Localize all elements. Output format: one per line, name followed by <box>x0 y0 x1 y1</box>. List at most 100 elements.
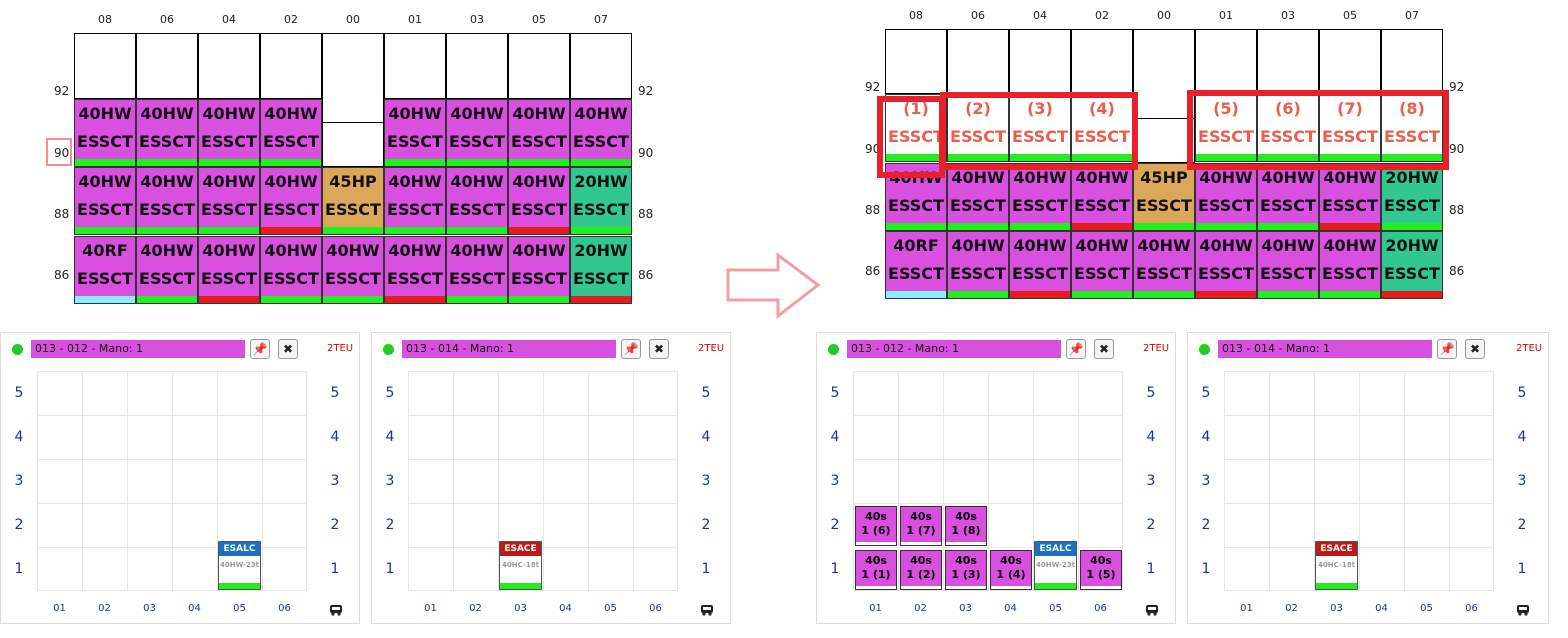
empty-slot[interactable] <box>1133 118 1195 163</box>
unpin-icon[interactable]: ✖ <box>278 339 298 359</box>
status-bar <box>1382 154 1442 161</box>
empty-slot[interactable] <box>322 122 384 167</box>
container-slot[interactable]: 40HW ESSCT <box>508 167 570 235</box>
planned-container-chip[interactable]: 40s 1 (5) <box>1080 550 1122 590</box>
empty-slot[interactable] <box>136 33 198 99</box>
container-slot[interactable]: 40HW ESSCT <box>1071 163 1133 231</box>
container-slot[interactable]: 40HW ESSCT <box>136 99 198 167</box>
empty-slot[interactable] <box>885 29 947 94</box>
pin-icon[interactable]: 📌 <box>1437 339 1457 359</box>
empty-slot[interactable] <box>198 33 260 99</box>
container-slot[interactable]: (6) ESSCT <box>1257 94 1319 162</box>
truck-icon[interactable] <box>700 601 714 616</box>
container-slot[interactable]: 40HW ESSCT <box>446 236 508 304</box>
planned-container-chip[interactable]: 40s 1 (6) <box>855 506 897 546</box>
empty-slot[interactable] <box>1319 29 1381 94</box>
container-slot[interactable]: 40HW ESSCT <box>198 236 260 304</box>
empty-slot[interactable] <box>384 33 446 99</box>
container-slot[interactable]: 40HW ESSCT <box>260 99 322 167</box>
empty-slot[interactable] <box>508 33 570 99</box>
container-slot[interactable]: (4) ESSCT <box>1071 94 1133 162</box>
container-slot[interactable]: (5) ESSCT <box>1195 94 1257 162</box>
planned-container-chip[interactable]: 40s 1 (7) <box>900 506 942 546</box>
tier-label: 2 <box>14 517 24 533</box>
container-slot[interactable]: 40RF ESSCT <box>885 231 947 299</box>
container-slot[interactable]: 40HW ESSCT <box>136 167 198 235</box>
container-tag[interactable]: ESACE 40HC-18t <box>1315 541 1358 590</box>
empty-slot[interactable] <box>1257 29 1319 94</box>
container-slot[interactable]: 40HW ESSCT <box>446 167 508 235</box>
container-slot[interactable]: (2) ESSCT <box>947 94 1009 162</box>
container-tag[interactable]: ESALC 40HW-23t <box>1034 541 1077 590</box>
container-slot[interactable]: 40HW ESSCT <box>1195 163 1257 231</box>
container-slot[interactable]: 40HW ESSCT <box>1071 231 1133 299</box>
container-slot[interactable]: 40HW ESSCT <box>446 99 508 167</box>
container-tag[interactable]: ESACE 40HC-18t <box>499 541 542 590</box>
container-slot[interactable]: 40RF ESSCT <box>74 236 136 304</box>
container-slot[interactable]: 40HW ESSCT <box>570 99 632 167</box>
planned-container-chip[interactable]: 40s 1 (1) <box>855 550 897 590</box>
pin-icon[interactable]: 📌 <box>1066 339 1086 359</box>
container-slot[interactable]: 40HW ESSCT <box>260 236 322 304</box>
empty-slot[interactable] <box>260 33 322 99</box>
planned-container-chip[interactable]: 40s 1 (3) <box>945 550 987 590</box>
container-slot[interactable]: 40HW ESSCT <box>1009 163 1071 231</box>
container-slot[interactable]: 40HW ESSCT <box>1009 231 1071 299</box>
container-slot[interactable]: 40HW ESSCT <box>384 236 446 304</box>
empty-slot[interactable] <box>1195 29 1257 94</box>
empty-slot[interactable] <box>570 33 632 99</box>
unpin-icon[interactable]: ✖ <box>649 339 669 359</box>
planned-container-chip[interactable]: 40s 1 (4) <box>990 550 1032 590</box>
planned-container-chip[interactable]: 40s 1 (8) <box>945 506 987 546</box>
container-slot[interactable]: 40HW ESSCT <box>260 167 322 235</box>
pin-icon[interactable]: 📌 <box>250 339 270 359</box>
container-slot[interactable]: 40HW ESSCT <box>1195 231 1257 299</box>
container-slot[interactable]: 20HW ESSCT <box>1381 231 1443 299</box>
container-slot[interactable]: 40HW ESSCT <box>1319 163 1381 231</box>
container-slot[interactable]: 45HP ESSCT <box>322 167 384 235</box>
container-slot[interactable]: 20HW ESSCT <box>1381 163 1443 231</box>
unpin-icon[interactable]: ✖ <box>1094 339 1114 359</box>
container-slot[interactable]: 40HW ESSCT <box>947 163 1009 231</box>
container-slot[interactable]: 40HW ESSCT <box>74 99 136 167</box>
container-slot[interactable]: 40HW ESSCT <box>1257 163 1319 231</box>
pin-icon[interactable]: 📌 <box>621 339 641 359</box>
container-slot[interactable]: 40HW ESSCT <box>136 236 198 304</box>
truck-icon[interactable] <box>1516 601 1530 616</box>
stowage-panel: 013 - 014 - Mano: 1 📌 ✖ 2TEU 5 5 4 4 3 3 2 2 1 1 01 02 0… <box>1187 332 1549 624</box>
container-slot[interactable]: 45HP ESSCT <box>1133 163 1195 231</box>
empty-slot[interactable] <box>947 29 1009 94</box>
container-slot[interactable]: 40HW ESSCT <box>384 167 446 235</box>
container-slot[interactable]: 40HW ESSCT <box>198 99 260 167</box>
empty-slot[interactable] <box>1071 29 1133 94</box>
container-slot[interactable]: 40HW ESSCT <box>508 99 570 167</box>
empty-slot[interactable] <box>446 33 508 99</box>
empty-slot[interactable] <box>1009 29 1071 94</box>
container-slot[interactable]: 40HW ESSCT <box>947 231 1009 299</box>
container-slot[interactable]: (7) ESSCT <box>1319 94 1381 162</box>
container-slot[interactable]: 40HW ESSCT <box>1133 231 1195 299</box>
container-slot[interactable]: (8) ESSCT <box>1381 94 1443 162</box>
container-tag[interactable]: ESALC 40HW-23t <box>218 541 261 590</box>
truck-icon[interactable] <box>1145 601 1159 616</box>
empty-slot[interactable] <box>1381 29 1443 94</box>
container-slot[interactable]: 20HW ESSCT <box>570 236 632 304</box>
planned-container-chip[interactable]: 40s 1 (2) <box>900 550 942 590</box>
container-slot[interactable]: 40HW ESSCT <box>384 99 446 167</box>
grid-line <box>1224 415 1494 416</box>
truck-icon[interactable] <box>329 601 343 616</box>
container-slot[interactable]: 20HW ESSCT <box>570 167 632 235</box>
container-slot[interactable]: 40HW ESSCT <box>74 167 136 235</box>
container-slot[interactable]: 40HW ESSCT <box>322 236 384 304</box>
container-slot[interactable]: 40HW ESSCT <box>198 167 260 235</box>
status-bar <box>385 159 445 166</box>
right-arrow-icon <box>726 252 821 320</box>
container-slot[interactable]: (3) ESSCT <box>1009 94 1071 162</box>
container-destination: ESSCT <box>1260 196 1316 215</box>
unpin-icon[interactable]: ✖ <box>1465 339 1485 359</box>
container-slot[interactable]: 40HW ESSCT <box>1257 231 1319 299</box>
container-slot[interactable]: (1) ESSCT <box>885 94 947 162</box>
container-slot[interactable]: 40HW ESSCT <box>1319 231 1381 299</box>
container-slot[interactable]: 40HW ESSCT <box>508 236 570 304</box>
empty-slot[interactable] <box>74 33 136 99</box>
